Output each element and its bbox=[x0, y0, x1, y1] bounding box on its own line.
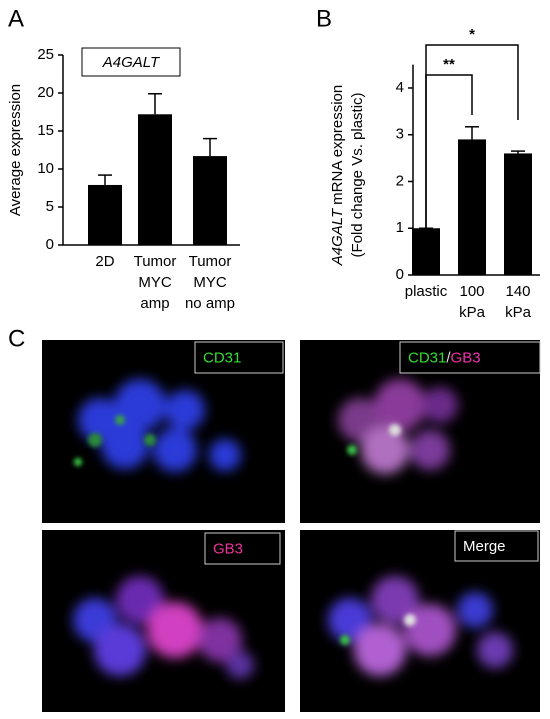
panel-label: C bbox=[8, 325, 25, 352]
y-tick-label: 20 bbox=[37, 84, 54, 101]
bar bbox=[458, 139, 486, 275]
error-bar bbox=[511, 150, 525, 154]
y-tick-label: 1 bbox=[396, 219, 404, 236]
y-axis-label: A4GALT mRNA expression bbox=[329, 85, 346, 266]
image-label-part: GB3 bbox=[213, 540, 243, 557]
y-tick-label: 3 bbox=[396, 126, 404, 143]
x-tick-label: kPa bbox=[505, 304, 532, 321]
y-axis-label-text: mRNA expression bbox=[329, 85, 346, 205]
image-label: Merge bbox=[463, 538, 506, 555]
panel-label: A bbox=[8, 5, 24, 32]
image-label-part: / bbox=[446, 349, 451, 366]
image-label-box bbox=[194, 341, 284, 374]
significance-label: * bbox=[469, 26, 475, 43]
image-label: GB3 bbox=[213, 540, 243, 557]
x-tick-label: no amp bbox=[185, 295, 235, 312]
y-tick-label: 25 bbox=[37, 46, 54, 63]
error-bar bbox=[203, 137, 217, 157]
x-tick-label: MYC bbox=[138, 274, 172, 291]
y-axis-label-gene: A4GALT bbox=[329, 207, 346, 266]
annotation: A4GALT bbox=[102, 54, 161, 71]
y-tick-label: 2 bbox=[396, 172, 404, 189]
y-tick-label: 0 bbox=[396, 266, 404, 283]
y-tick-label: 5 bbox=[46, 198, 54, 215]
bar bbox=[138, 114, 172, 245]
x-tick-label: 100 bbox=[459, 283, 484, 300]
image-label-box bbox=[204, 532, 281, 565]
y-axis-label: Average expression bbox=[7, 84, 24, 216]
image-label-part: CD31 bbox=[408, 349, 446, 366]
y-axis-label: (Fold change Vs. plastic) bbox=[349, 92, 366, 257]
error-bar bbox=[465, 126, 479, 140]
y-tick-label: 10 bbox=[37, 160, 54, 177]
bar bbox=[193, 156, 227, 245]
bar bbox=[88, 184, 122, 245]
panel-label: B bbox=[316, 5, 332, 32]
x-tick-label: plastic bbox=[405, 283, 448, 300]
error-bar bbox=[98, 174, 112, 185]
image-label-part: CD31 bbox=[203, 349, 241, 366]
x-tick-label: 2D bbox=[95, 253, 114, 270]
image-label: CD31/GB3 bbox=[408, 349, 481, 366]
image-label-box bbox=[399, 341, 541, 374]
y-tick-label: 15 bbox=[37, 122, 54, 139]
significance-bracket bbox=[425, 44, 519, 229]
error-bar bbox=[148, 93, 162, 115]
bar bbox=[412, 228, 440, 275]
significance-label: ** bbox=[443, 56, 455, 73]
x-tick-label: Tumor bbox=[189, 253, 232, 270]
y-tick-label: 4 bbox=[396, 79, 404, 96]
x-tick-label: kPa bbox=[459, 304, 486, 321]
x-tick-label: MYC bbox=[193, 274, 227, 291]
bar bbox=[504, 153, 532, 275]
x-tick-label: 140 bbox=[505, 283, 530, 300]
annotation-box bbox=[81, 47, 181, 77]
image-label-box bbox=[454, 530, 539, 562]
image-label-part: Merge bbox=[463, 538, 506, 555]
y-tick-label: 0 bbox=[46, 236, 54, 253]
image-label-part: GB3 bbox=[451, 349, 481, 366]
x-tick-label: amp bbox=[140, 295, 169, 312]
x-tick-label: Tumor bbox=[134, 253, 177, 270]
image-label: CD31 bbox=[203, 349, 241, 366]
